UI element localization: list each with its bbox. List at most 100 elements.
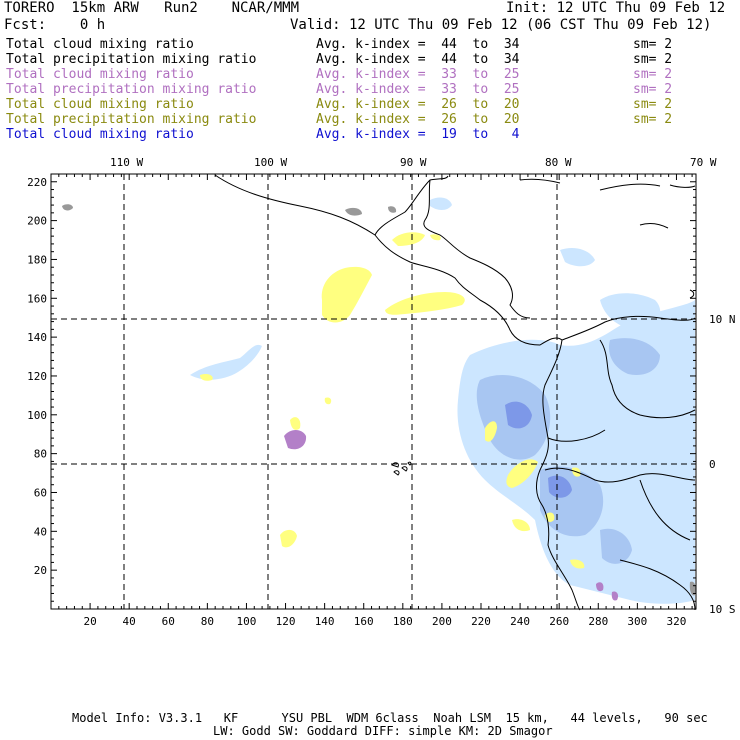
legend-smoothing: sm= 2 [633, 97, 673, 112]
y-tick-label: 140 [27, 331, 47, 344]
cloud-gray [345, 207, 362, 216]
y-tick-label: 160 [27, 292, 47, 305]
legend-row: Total precipitation mixing ratio Avg. k-… [6, 112, 736, 127]
cloud-yellow [506, 459, 538, 488]
y-tick-label: 100 [27, 409, 47, 422]
lon-label-100w: 100 W [254, 156, 287, 169]
x-tick-label: 280 [588, 615, 608, 628]
cloud-yellow [280, 529, 297, 548]
forecast-hour: Fcst: 0 h [4, 17, 106, 33]
y-tick-label: 200 [27, 215, 47, 228]
cloud-mid-blue [608, 338, 660, 376]
legend-range: Avg. k-index = 44 to 34 [316, 37, 520, 52]
legend-field: Total precipitation mixing ratio [6, 112, 257, 127]
lon-label-70w: 70 W [690, 156, 717, 169]
x-tick-label: 120 [276, 615, 296, 628]
cloud-yellow [200, 373, 213, 381]
x-tick-label: 180 [393, 615, 413, 628]
y-tick-label: 120 [27, 370, 47, 383]
y-tick-label: 40 [34, 525, 47, 538]
cloud-light-blue [190, 344, 262, 380]
legend-row: Total cloud mixing ratio Avg. k-index = … [6, 67, 736, 82]
cloud-purple [596, 582, 604, 592]
forecast-map: 110 W 100 W 90 W 80 W 70 W 10 N 0 10 S 2… [27, 156, 735, 628]
physics-info: LW: Godd SW: Goddard DIFF: simple KM: 2D… [213, 724, 553, 738]
lon-label-110w: 110 W [110, 156, 143, 169]
cloud-yellow [385, 292, 465, 315]
coastline-south-america-north [561, 315, 696, 341]
legend-range: Avg. k-index = 19 to 4 [316, 127, 520, 142]
cloud-light-blue [457, 300, 695, 604]
cloud-yellow [392, 232, 425, 246]
y-tick-label: 220 [27, 176, 47, 189]
x-tick-label: 220 [471, 615, 491, 628]
x-tick-label: 160 [354, 615, 374, 628]
x-tick-label: 20 [83, 615, 96, 628]
cloud-dark-blue [548, 475, 572, 498]
cloud-yellow [512, 519, 530, 532]
cloud-gray [62, 204, 73, 211]
legend-smoothing: sm= 2 [633, 37, 673, 52]
cloud-yellow [485, 421, 497, 442]
legend-range: Avg. k-index = 26 to 20 [316, 97, 520, 112]
legend-field: Total cloud mixing ratio [6, 37, 194, 52]
cloud-gray [689, 581, 696, 596]
legend-range: Avg. k-index = 44 to 34 [316, 52, 520, 67]
y-tick-label: 80 [34, 448, 47, 461]
cloud-light-blue [560, 248, 595, 267]
x-tick-label: 200 [432, 615, 452, 628]
cloud-yellow [324, 397, 332, 405]
cloud-dark-blue [505, 401, 532, 429]
cloud-yellow [290, 417, 301, 430]
axis-tick-labels: 110 W 100 W 90 W 80 W 70 W 10 N 0 10 S 2… [27, 156, 735, 628]
legend-range: Avg. k-index = 33 to 25 [316, 82, 520, 97]
x-tick-label: 240 [510, 615, 530, 628]
caribbean-islands [519, 178, 696, 299]
legend-row: Total precipitation mixing ratio Avg. k-… [6, 82, 736, 97]
cloud-yellow [430, 234, 441, 241]
x-tick-label: 260 [549, 615, 569, 628]
legend-field: Total cloud mixing ratio [6, 127, 194, 142]
axis-ticks [50, 173, 696, 610]
cloud-gray [388, 206, 397, 213]
cloud-purple [611, 591, 619, 601]
legend-smoothing: sm= 2 [633, 67, 673, 82]
legend-row: Total cloud mixing ratio Avg. k-index = … [6, 127, 736, 142]
valid-time: Valid: 12 UTC Thu 09 Feb 12 (06 CST Thu … [290, 17, 712, 33]
lat-label-10n: 10 N [709, 313, 736, 326]
x-tick-label: 100 [237, 615, 257, 628]
legend-field: Total precipitation mixing ratio [6, 52, 257, 67]
x-tick-label: 40 [123, 615, 136, 628]
cloud-purple [284, 430, 307, 450]
y-tick-label: 20 [34, 564, 47, 577]
legend-smoothing: sm= 2 [633, 112, 673, 127]
x-tick-label: 80 [201, 615, 214, 628]
x-tick-label: 60 [162, 615, 175, 628]
x-tick-label: 140 [315, 615, 335, 628]
x-tick-label: 320 [667, 615, 687, 628]
lat-label-equator: 0 [709, 458, 716, 471]
legend-field: Total precipitation mixing ratio [6, 82, 257, 97]
legend-row: Total cloud mixing ratio Avg. k-index = … [6, 37, 736, 52]
legend-row: Total cloud mixing ratio Avg. k-index = … [6, 97, 736, 112]
lon-label-90w: 90 W [400, 156, 427, 169]
coastline-south-america-west [536, 339, 581, 611]
lon-label-80w: 80 W [545, 156, 572, 169]
model-info: Model Info: V3.3.1 KF YSU PBL WDM 6class… [72, 711, 708, 725]
legend-range: Avg. k-index = 33 to 25 [316, 67, 520, 82]
legend-field: Total cloud mixing ratio [6, 97, 194, 112]
x-tick-label: 300 [627, 615, 647, 628]
cloud-mid-blue [600, 528, 632, 564]
init-time: Init: 12 UTC Thu 09 Feb 12 [506, 0, 726, 16]
y-tick-label: 180 [27, 253, 47, 266]
cloud-light-blue [430, 197, 452, 210]
lat-label-10s: 10 S [709, 603, 736, 616]
y-tick-label: 60 [34, 486, 47, 499]
legend-range: Avg. k-index = 26 to 20 [316, 112, 520, 127]
galapagos-islands [391, 461, 412, 476]
legend-field: Total cloud mixing ratio [6, 67, 194, 82]
coastlines [214, 174, 696, 611]
model-title: TORERO 15km ARW Run2 NCAR/MMM [4, 0, 300, 16]
border-brazil [599, 339, 696, 541]
cloud-light-blue [600, 293, 661, 331]
